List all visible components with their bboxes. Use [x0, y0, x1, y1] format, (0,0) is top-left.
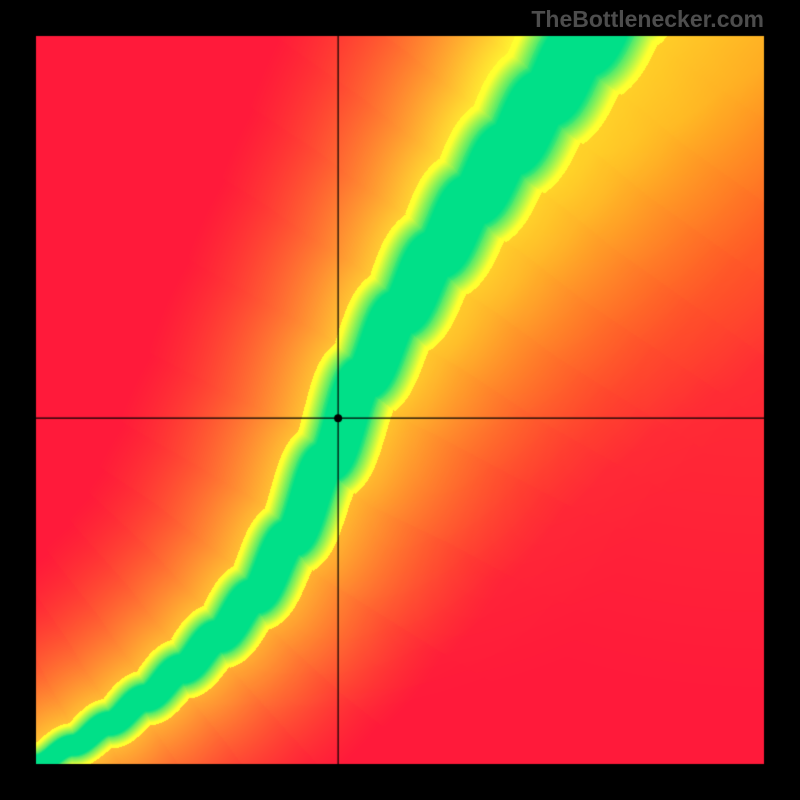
bottleneck-heatmap — [0, 0, 800, 800]
chart-container: TheBottlenecker.com — [0, 0, 800, 800]
watermark-text: TheBottlenecker.com — [531, 6, 764, 33]
